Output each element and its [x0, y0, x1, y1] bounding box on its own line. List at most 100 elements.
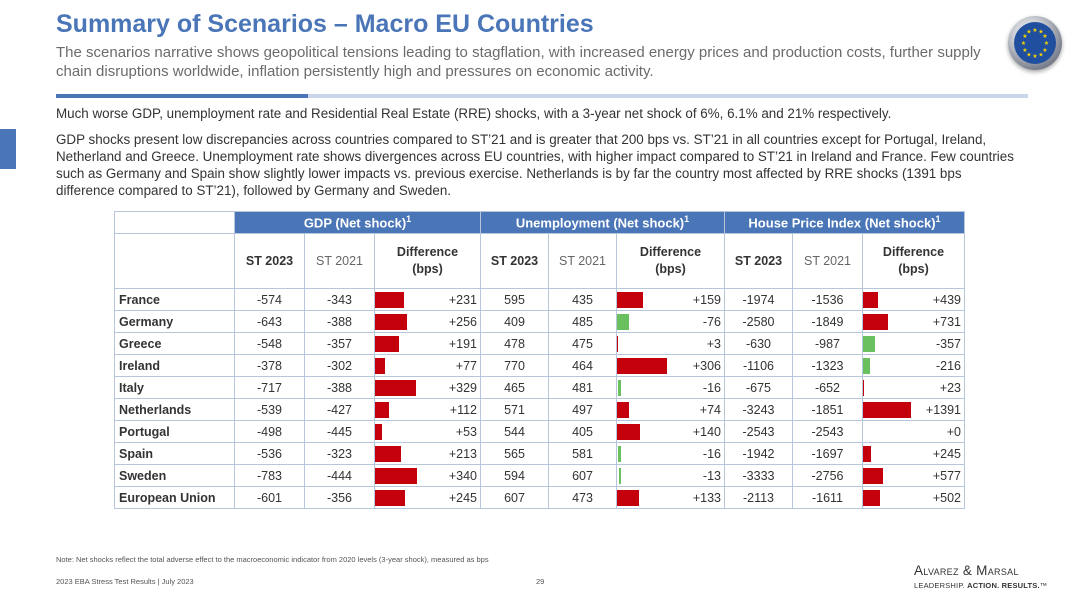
hpi-diff-value: +439 [932, 293, 961, 307]
gdp-st2021-cell: -427 [304, 398, 375, 421]
negative-diff-bar [863, 358, 871, 374]
positive-diff-bar [375, 446, 402, 462]
hpi-diff-cell: +245 [862, 442, 965, 465]
hpi-st2021-cell: -987 [792, 332, 863, 355]
gdp-st2021-cell: -357 [304, 332, 375, 355]
country-name: European Union [114, 486, 235, 509]
page-subtitle: The scenarios narrative shows geopolitic… [56, 44, 981, 80]
hpi-st2023-cell: -3333 [724, 464, 793, 487]
gdp-st2021-cell: -356 [304, 486, 375, 509]
table-row: Greece -548 -357 +191 478 475 +3 -630 -987 -357 [114, 332, 965, 355]
svg-text:★: ★ [1042, 33, 1047, 40]
gdp-diff-cell: +77 [374, 354, 481, 377]
country-name: Italy [114, 376, 235, 399]
hpi-st2023-cell: -3243 [724, 398, 793, 421]
hpi-st2021-cell: -1697 [792, 442, 863, 465]
detail-paragraph: GDP shocks present low discrepancies acr… [56, 132, 1014, 198]
hpi-diff-cell: +502 [862, 486, 965, 509]
unemp-diff-value: +140 [692, 425, 721, 439]
svg-text:★: ★ [1042, 47, 1047, 54]
gdp-st2023-cell: -574 [234, 288, 305, 311]
unemp-diff-cell: -16 [616, 442, 725, 465]
unemp-diff-cell: +140 [616, 420, 725, 443]
positive-diff-bar [617, 402, 630, 418]
unemp-st2023-cell: 544 [480, 420, 549, 443]
svg-text:★: ★ [1032, 27, 1037, 34]
unemp-st2023-cell: 465 [480, 376, 549, 399]
group-header-gdp: GDP (Net shock)1 [234, 211, 481, 234]
hpi-st2023-header: ST 2023 [724, 233, 793, 289]
gdp-st2021-cell: -323 [304, 442, 375, 465]
positive-diff-bar [617, 292, 643, 308]
unemp-st2021-cell: 481 [548, 376, 617, 399]
country-header [114, 233, 235, 289]
negative-diff-bar [617, 314, 630, 330]
gdp-st2023-cell: -498 [234, 420, 305, 443]
unemp-diff-value: -16 [702, 381, 721, 395]
unemp-st2023-cell: 409 [480, 310, 549, 333]
gdp-diff-cell: +340 [374, 464, 481, 487]
hpi-st2021-cell: -1611 [792, 486, 863, 509]
gdp-diff-cell: +329 [374, 376, 481, 399]
svg-text:★: ★ [1044, 40, 1049, 47]
hpi-diff-cell: +23 [862, 376, 965, 399]
positive-diff-bar [863, 380, 864, 396]
gdp-diff-cell: +191 [374, 332, 481, 355]
unemp-diff-cell: +133 [616, 486, 725, 509]
page-title: Summary of Scenarios – Macro EU Countrie… [56, 10, 594, 38]
gdp-diff-value: +213 [448, 447, 477, 461]
gdp-st2023-cell: -378 [234, 354, 305, 377]
country-name: Netherlands [114, 398, 235, 421]
unemp-st2021-cell: 485 [548, 310, 617, 333]
unemp-st2021-header: ST 2021 [548, 233, 617, 289]
unemp-st2023-cell: 478 [480, 332, 549, 355]
hpi-diff-value: -216 [935, 359, 961, 373]
positive-diff-bar [863, 490, 881, 506]
table-body: France -574 -343 +231 595 435 +159 -1974 -1536 +4… [114, 288, 965, 509]
unemp-diff-cell: -13 [616, 464, 725, 487]
hpi-st2021-cell: -1849 [792, 310, 863, 333]
gdp-diff-header: Difference (bps) [374, 233, 481, 289]
gdp-st2021-cell: -388 [304, 376, 375, 399]
positive-diff-bar [375, 336, 399, 352]
gdp-st2023-cell: -548 [234, 332, 305, 355]
brand-tagline: LEADERSHIP. ACTION. RESULTS.™ [914, 581, 1048, 590]
table-row: Portugal -498 -445 +53 544 405 +140 -2543 -2543 +… [114, 420, 965, 443]
country-name: Spain [114, 442, 235, 465]
hpi-st2021-cell: -1323 [792, 354, 863, 377]
svg-text:★: ★ [1022, 33, 1027, 40]
positive-diff-bar [617, 490, 639, 506]
table-row: Germany -643 -388 +256 409 485 -76 -2580 -1849 +7… [114, 310, 965, 333]
country-name: Portugal [114, 420, 235, 443]
gdp-diff-cell: +53 [374, 420, 481, 443]
hpi-diff-cell: +577 [862, 464, 965, 487]
gdp-st2023-cell: -539 [234, 398, 305, 421]
svg-text:★: ★ [1022, 47, 1027, 54]
gdp-diff-cell: +256 [374, 310, 481, 333]
gdp-st2023-header: ST 2023 [234, 233, 305, 289]
page-number: 29 [536, 577, 545, 586]
unemp-st2021-cell: 497 [548, 398, 617, 421]
positive-diff-bar [863, 314, 889, 330]
table-row: European Union -601 -356 +245 607 473 +133 -211… [114, 486, 965, 509]
gdp-diff-value: +256 [448, 315, 477, 329]
gdp-st2021-cell: -388 [304, 310, 375, 333]
positive-diff-bar [375, 358, 385, 374]
svg-text:★: ★ [1032, 53, 1037, 60]
hpi-diff-value: -357 [935, 337, 961, 351]
positive-diff-bar [617, 424, 640, 440]
svg-text:★: ★ [1021, 40, 1026, 47]
hpi-diff-header: Difference (bps) [862, 233, 965, 289]
unemp-st2023-header: ST 2023 [480, 233, 549, 289]
hpi-st2023-cell: -1106 [724, 354, 793, 377]
gdp-diff-cell: +245 [374, 486, 481, 509]
hpi-diff-cell: -216 [862, 354, 965, 377]
svg-text:★: ★ [1026, 52, 1031, 59]
positive-diff-bar [375, 402, 389, 418]
unemp-diff-value: +3 [706, 337, 721, 351]
hpi-diff-value: +1391 [925, 403, 961, 417]
gdp-diff-value: +191 [448, 337, 477, 351]
hpi-st2021-cell: -1851 [792, 398, 863, 421]
unemp-diff-value: +74 [699, 403, 721, 417]
corner-cell [114, 211, 235, 234]
